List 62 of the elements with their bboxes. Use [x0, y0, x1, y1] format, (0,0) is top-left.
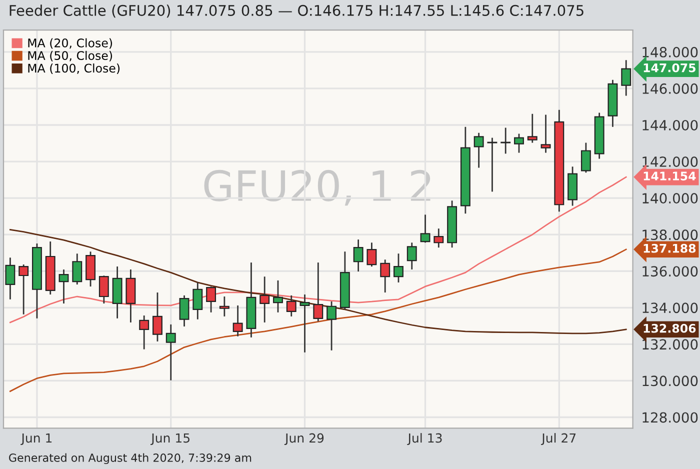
text: 141.154: [644, 172, 696, 180]
candlestick: [313, 262, 324, 322]
y-tick-label: 132.000: [642, 339, 698, 350]
candlestick: [580, 142, 591, 174]
y-tick-label: 136.000: [642, 266, 698, 277]
candlestick: [260, 276, 270, 324]
text: 132.806: [644, 324, 696, 333]
candlestick: [366, 242, 377, 268]
candlestick: [152, 292, 162, 342]
y-tick-label: 142.000: [642, 156, 698, 167]
candlestick: [166, 324, 176, 382]
candlestick: [273, 280, 283, 314]
legend-label: MA (100, Close): [28, 64, 120, 74]
candlestick: [527, 113, 538, 144]
y-tick-label: 144.000: [642, 120, 698, 130]
candlestick: [500, 127, 511, 154]
candlestick: [380, 258, 390, 294]
text: 137.188: [644, 244, 696, 253]
candlestick: [474, 132, 484, 168]
candlestick: [326, 300, 337, 352]
candlestick: [300, 294, 310, 354]
candlestick: [621, 59, 632, 96]
x-tick-label: Jul 13: [407, 433, 442, 446]
legend-label: MA (20, Close): [28, 38, 112, 49]
y-tick-label: 130.000: [642, 376, 698, 386]
line-series: [10, 228, 627, 334]
candlestick: [540, 114, 551, 154]
chart-title: Feeder Cattle (GFU20) 147.075 0.85 — O:146.175 H:147.55 L:145.6 C:147.075: [10, 4, 584, 18]
candlestick: [139, 314, 150, 350]
x-tick-label: Jul 27: [541, 433, 576, 446]
text: Generated on August 4th 2020, 7:39:29 am: [9, 453, 252, 464]
candlestick: [394, 252, 404, 284]
candlestick: [206, 286, 216, 314]
y-tick-label: 134.000: [642, 302, 698, 314]
legend-label: MA (50, Close): [28, 50, 112, 62]
candlestick: [487, 137, 498, 192]
candlestick: [434, 228, 444, 248]
candlestick: [86, 250, 96, 288]
candlestick: [514, 133, 524, 154]
candlestick: [286, 294, 296, 318]
x-tick-label: Jun 15: [150, 433, 190, 446]
candlestick: [219, 296, 230, 318]
y-tick-label: 146.000: [642, 83, 698, 94]
text: 147.075: [644, 63, 696, 72]
candlestick: [179, 294, 190, 328]
candlestick: [420, 214, 430, 244]
y-tick-label: 138.000: [642, 230, 698, 240]
y-tick-label: 140.000: [642, 193, 698, 204]
y-tick-label: 148.000: [642, 46, 698, 58]
y-tick-label: 128.000: [642, 412, 698, 423]
candlestick: [232, 304, 243, 338]
candlestick: [98, 274, 109, 304]
candlestick: [192, 282, 203, 320]
candlestick: [353, 238, 364, 272]
x-tick-label: Jun 29: [284, 433, 324, 446]
x-tick-label: Jun 1: [20, 433, 52, 446]
candlestick: [58, 268, 69, 304]
candlestick: [406, 242, 417, 270]
candlestick: [18, 264, 29, 316]
candlestick: [72, 252, 82, 286]
candlestick: [5, 256, 16, 300]
line-series: [10, 248, 627, 392]
